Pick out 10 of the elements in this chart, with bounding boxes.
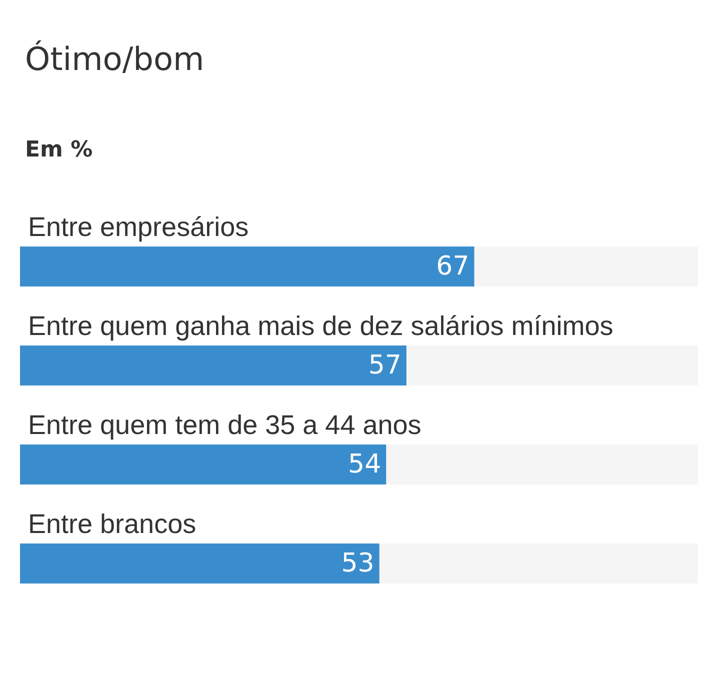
chart-title: Ótimo/bom <box>25 40 204 78</box>
y-tick-label: Entre quem tem de 35 a 44 anos <box>28 410 422 440</box>
data-label: 53 <box>341 548 374 578</box>
data-label: 57 <box>368 350 402 380</box>
chart-subtitle: Em % <box>25 138 93 162</box>
y-tick-label: Entre brancos <box>28 509 196 539</box>
data-label: 67 <box>436 252 470 282</box>
y-tick-label: Entre empresários <box>28 212 249 242</box>
data-label: 54 <box>348 450 382 480</box>
y-tick-label: Entre quem ganha mais de dez salários mínimos <box>28 311 614 341</box>
